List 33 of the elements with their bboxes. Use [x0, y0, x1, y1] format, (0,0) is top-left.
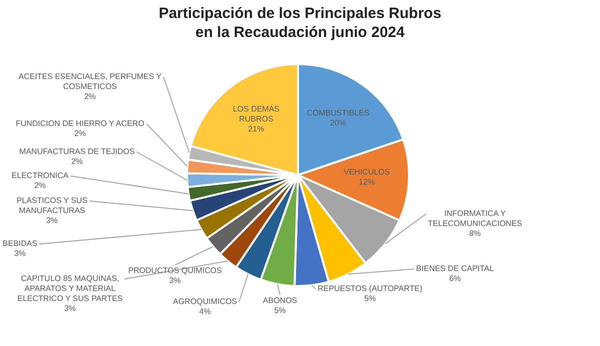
slice-label: REPUESTOS (AUTOPARTE)	[318, 284, 423, 294]
data-label: 21%	[248, 124, 264, 134]
slice-label: BEBIDAS	[2, 239, 38, 248]
slice-label: PLASTICOS Y SUS MANUFACTURAS	[16, 196, 88, 216]
data-label: 3%	[14, 249, 26, 258]
data-label: 3%	[169, 276, 181, 286]
data-label: 5%	[274, 306, 286, 316]
data-label: 12%	[358, 177, 375, 186]
data-label: 8%	[469, 229, 481, 238]
slice-label: BIENES DE CAPITAL	[416, 264, 494, 274]
data-label: 2%	[71, 157, 83, 166]
data-label: 4%	[199, 307, 211, 316]
data-label: 2%	[34, 181, 46, 190]
data-label: 2%	[84, 92, 96, 102]
chart-title: Participación de los Principales Rubros en la Recaudación junio 2024	[158, 4, 442, 42]
data-label: 3%	[46, 216, 58, 226]
data-label: 6%	[449, 274, 461, 284]
slice-label: LOS DEMÁS RUBROS	[232, 104, 280, 124]
slice-label: ABONOS	[262, 296, 298, 306]
data-label: 5%	[364, 294, 376, 304]
data-label: 3%	[64, 304, 76, 314]
slice-label: CAPITULO 85 MAQUINAS, APARATOS Y MATERIAL ELECTRICO Y SUS PARTES	[17, 274, 123, 304]
slice-label: ELECTRONICA	[12, 171, 70, 180]
slice-label: INFORMATICA Y TELECOMUNICACIONES	[428, 209, 522, 228]
slice-label: VEHICULOS	[344, 167, 390, 176]
data-label: 2%	[74, 129, 86, 138]
slice-label: AGROQUIMICOS	[172, 297, 238, 306]
data-label: 20%	[330, 118, 346, 128]
slice-label: ACEITES ESENCIALES, PERFUMES Y COSMETICOS	[18, 72, 162, 92]
slice-label: PRODUCTOS QUIMICOS	[128, 266, 222, 276]
slice-label: MANUFACTURAS DE TEJIDOS	[19, 147, 135, 156]
slice-label: COMBUSTIBLES	[306, 108, 370, 118]
slice-label: FUNDICION DE HIERRO Y ACERO	[16, 119, 144, 128]
